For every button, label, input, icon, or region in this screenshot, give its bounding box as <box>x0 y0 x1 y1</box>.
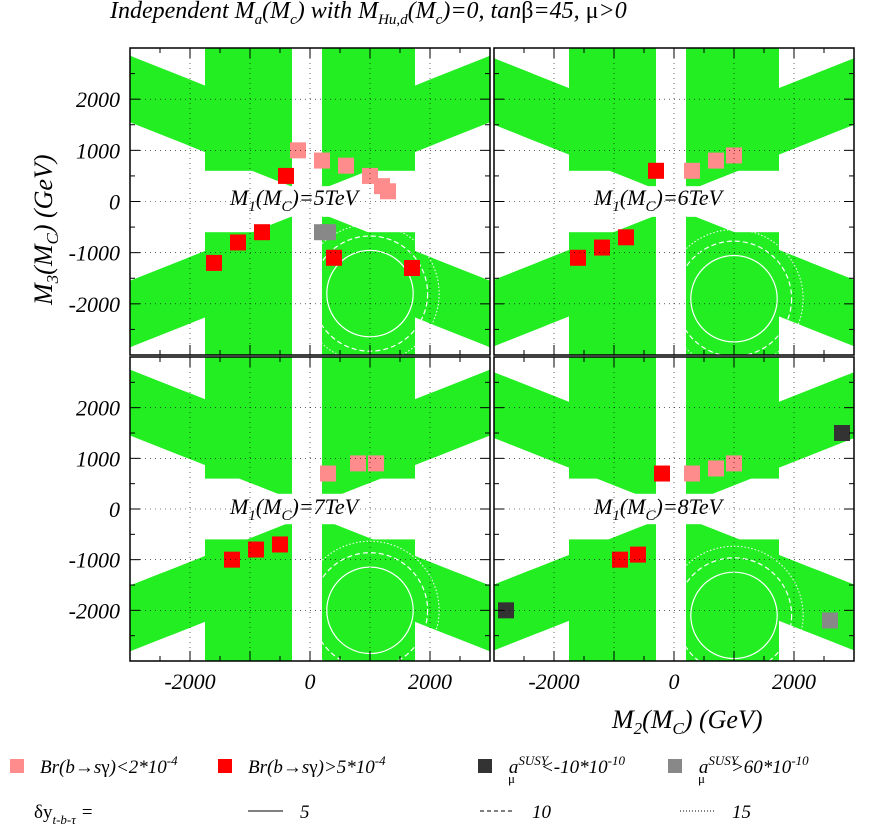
allowed-column-right-bottom <box>686 539 779 661</box>
y-tick-label: 1000 <box>76 138 120 163</box>
y-tick-label: -1000 <box>69 241 120 266</box>
contour-15 <box>664 229 804 355</box>
y-axis-label: M3(MC) (GeV) <box>29 154 62 306</box>
contour-15 <box>300 224 440 355</box>
bsg-high-cell <box>654 465 670 482</box>
allowed-column-left-bottom <box>205 539 292 661</box>
chart-title: Independent Ma(Mc) with MHu,d(Mc)=0, tan… <box>109 0 627 28</box>
bsg-low-cell <box>708 460 724 477</box>
amu-low-cell <box>498 602 514 619</box>
legend-contour-level-15: 15 <box>732 802 751 823</box>
allowed-column-left-top <box>205 48 292 171</box>
x-tick-label: 2000 <box>772 669 816 694</box>
allowed-column-left-top <box>569 48 656 171</box>
contour-10 <box>311 552 429 661</box>
bsg-low-cell <box>314 152 330 169</box>
allowed-column-left-bottom <box>205 232 292 355</box>
bsg-high-cell <box>648 162 664 179</box>
panel-label: M1(MC)=6TeV <box>593 185 725 215</box>
bsg-high-cell <box>206 254 222 271</box>
bsg-high-cell <box>570 249 586 266</box>
x-axis-label: M2(MC) (GeV) <box>611 705 763 738</box>
contour-5 <box>326 249 414 338</box>
legend-label-amu_high: aSUSY μ>60*10-10 <box>698 753 809 786</box>
legend-swatch-amu_low <box>478 759 492 773</box>
legend-contour-level-5: 5 <box>300 802 310 823</box>
bsg-low-cell <box>368 455 384 472</box>
panel-label: M1(MC)=7TeV <box>229 494 361 524</box>
bsg-high-cell <box>224 551 240 568</box>
bsg-high-cell <box>230 234 246 251</box>
bsg-low-cell <box>684 465 700 482</box>
y-tick-label: -2000 <box>69 292 120 317</box>
legend-label-amu_low: aSUSY μ<-10*10-10 <box>508 753 625 786</box>
bsg-low-cell <box>320 465 336 482</box>
panels-group: M1(MC)=5TeV 2000 1000 0 -1000 -2000 M1(MC)=6Te… <box>69 47 855 694</box>
bsg-low-cell <box>350 455 366 472</box>
contour-10 <box>675 557 793 661</box>
amu-low-cell <box>834 425 850 441</box>
panel-label: M1(MC)=8TeV <box>593 494 725 524</box>
x-tick-label: -2000 <box>164 669 215 694</box>
y-tick-label: 1000 <box>76 446 120 471</box>
x-tick-label: 0 <box>305 669 316 694</box>
allowed-column-right-top <box>322 48 415 171</box>
bsg-high-cell <box>326 249 342 266</box>
amu-high-cell <box>320 224 336 241</box>
x-tick-label: -2000 <box>528 669 579 694</box>
bsg-high-cell <box>618 229 634 246</box>
bsg-high-cell <box>272 536 288 553</box>
contour-15 <box>300 540 440 661</box>
legend-swatch-amu_high <box>668 759 682 773</box>
x-tick-label: 0 <box>669 669 680 694</box>
bsg-high-cell <box>594 239 610 256</box>
legend-swatch-bsg_low <box>10 759 24 773</box>
bsg-low-cell <box>708 152 724 169</box>
y-tick-label: 2000 <box>76 396 120 421</box>
x-tick-label: 2000 <box>408 669 452 694</box>
bsg-low-cell <box>338 157 354 174</box>
allowed-column-left-top <box>569 357 656 479</box>
allowed-column-right-bottom <box>322 539 415 661</box>
bsg-high-cell <box>254 224 270 241</box>
y-tick-label: 0 <box>109 190 120 215</box>
panel-2: M1(MC)=6TeV <box>493 47 855 356</box>
allowed-column-left-top <box>205 357 292 479</box>
bsg-low-cell <box>380 183 396 200</box>
bsg-high-cell <box>278 167 294 184</box>
legend-label-bsg_low: Br(b→sγ)<2*10-4 <box>40 753 178 778</box>
contour-15 <box>664 545 804 661</box>
bsg-low-cell <box>726 455 742 472</box>
bsg-low-cell <box>726 147 742 164</box>
legend-contour-level-10: 10 <box>532 802 552 823</box>
y-tick-label: 0 <box>109 497 120 522</box>
legend: Br(b→sγ)<2*10-4 Br(b→sγ)>5*10-4 aSUSY μ<-10… <box>10 753 809 827</box>
panel-label: M1(MC)=5TeV <box>229 185 361 215</box>
y-tick-label: 2000 <box>76 87 120 112</box>
legend-label-bsg_high: Br(b→sγ)>5*10-4 <box>248 753 386 778</box>
allowed-column-right-bottom <box>686 232 779 355</box>
amu-high-cell <box>822 612 838 629</box>
panel-1: M1(MC)=5TeV 2000 1000 0 -1000 -2000 <box>69 47 491 356</box>
legend-contour-label: δyt-b-τ = <box>34 802 93 827</box>
panel-3: M1(MC)=7TeV 2000 1000 0 -1000 -2000 -2000 0 2000 <box>69 356 491 694</box>
panel-4: M1(MC)=8TeV -2000 0 2000 <box>493 356 855 694</box>
contour-5 <box>690 254 778 343</box>
y-tick-label: -1000 <box>69 548 120 573</box>
legend-swatch-bsg_high <box>218 759 232 773</box>
bsg-low-cell <box>290 142 306 159</box>
contour-10 <box>675 240 793 355</box>
bsg-high-cell <box>630 546 646 563</box>
bsg-high-cell <box>404 260 420 277</box>
bsg-low-cell <box>684 162 700 179</box>
bsg-high-cell <box>248 541 264 558</box>
y-tick-label: -2000 <box>69 598 120 623</box>
